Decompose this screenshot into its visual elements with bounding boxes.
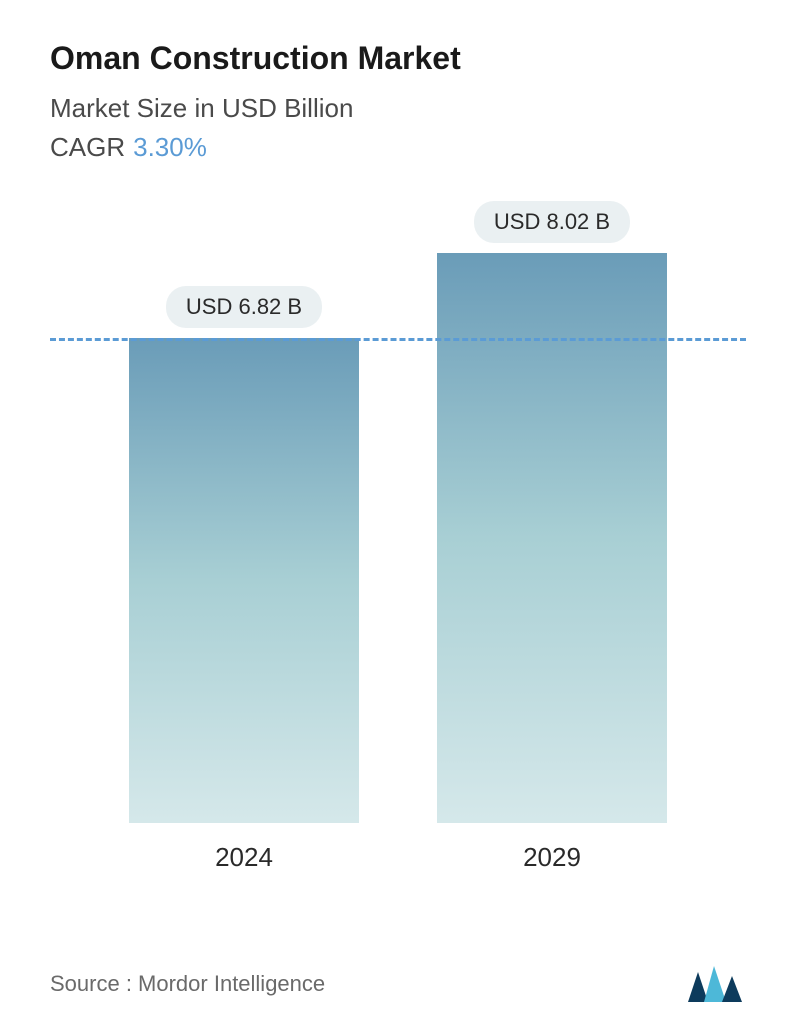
value-label-2024: USD 6.82 B xyxy=(166,286,322,328)
chart-footer: Source : Mordor Intelligence xyxy=(50,964,746,1004)
source-text: Source : Mordor Intelligence xyxy=(50,971,325,997)
bars-container: USD 6.82 B USD 8.02 B xyxy=(50,223,746,823)
chart-subtitle: Market Size in USD Billion xyxy=(50,93,746,124)
cagr-value: 3.30% xyxy=(133,132,207,162)
chart-area: USD 6.82 B USD 8.02 B 2024 2029 xyxy=(50,223,746,873)
bar-group-2024: USD 6.82 B xyxy=(129,286,359,823)
bar-2024 xyxy=(129,338,359,823)
cagr-label: CAGR xyxy=(50,132,125,162)
x-axis-labels: 2024 2029 xyxy=(50,842,746,873)
mordor-logo-icon xyxy=(686,964,746,1004)
x-label-2029: 2029 xyxy=(437,842,667,873)
x-label-2024: 2024 xyxy=(129,842,359,873)
reference-line xyxy=(50,338,746,341)
cagr-row: CAGR 3.30% xyxy=(50,132,746,163)
chart-title: Oman Construction Market xyxy=(50,40,746,77)
bar-group-2029: USD 8.02 B xyxy=(437,201,667,823)
value-label-2029: USD 8.02 B xyxy=(474,201,630,243)
